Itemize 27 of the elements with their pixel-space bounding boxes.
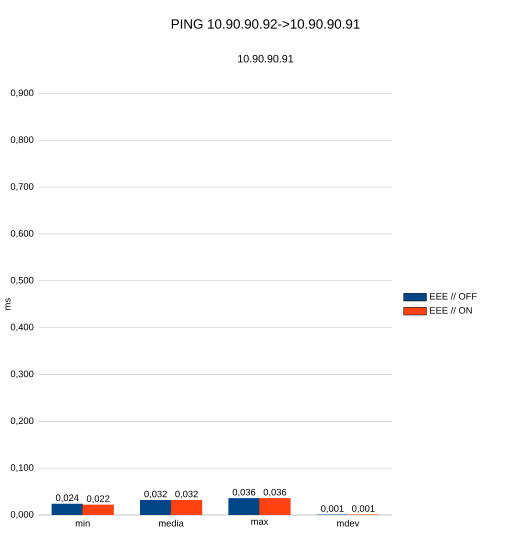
data-label: 0,036 (264, 488, 286, 497)
y-tick-label: 0,200 (10, 417, 34, 426)
legend-label: EEE // ON (430, 306, 472, 314)
data-label: 0,022 (86, 495, 110, 504)
y-tick-label: 0,500 (10, 276, 34, 285)
y-tick-label: 0,800 (10, 136, 34, 144)
data-label: 0,001 (321, 505, 344, 513)
data-label: 0,001 (352, 505, 375, 513)
x-tick-label: max (251, 520, 268, 525)
chart-subtitle: 10.90.90.91 (238, 54, 294, 62)
y-axis-title: ms (5, 298, 11, 310)
y-tick-label: 0,700 (10, 183, 34, 191)
chart-title: PING 10.90.90.92->10.90.90.91 (172, 19, 360, 29)
y-tick-label: 0,900 (10, 90, 34, 98)
x-tick-label: min (76, 520, 90, 526)
data-label: 0,024 (56, 494, 79, 502)
y-tick-label: 0,600 (10, 230, 34, 238)
data-label: 0,032 (144, 490, 167, 498)
data-label: 0,032 (175, 490, 198, 498)
x-tick-label: mdev (337, 520, 360, 527)
y-tick-label: 0,000 (10, 511, 34, 519)
y-tick-label: 0,400 (10, 324, 34, 332)
y-tick-label: 0,100 (10, 464, 34, 472)
x-tick-label: media (159, 520, 184, 527)
legend-label: EEE // OFF (430, 292, 477, 300)
data-label: 0,036 (232, 488, 256, 497)
y-tick-label: 0,300 (10, 370, 34, 378)
